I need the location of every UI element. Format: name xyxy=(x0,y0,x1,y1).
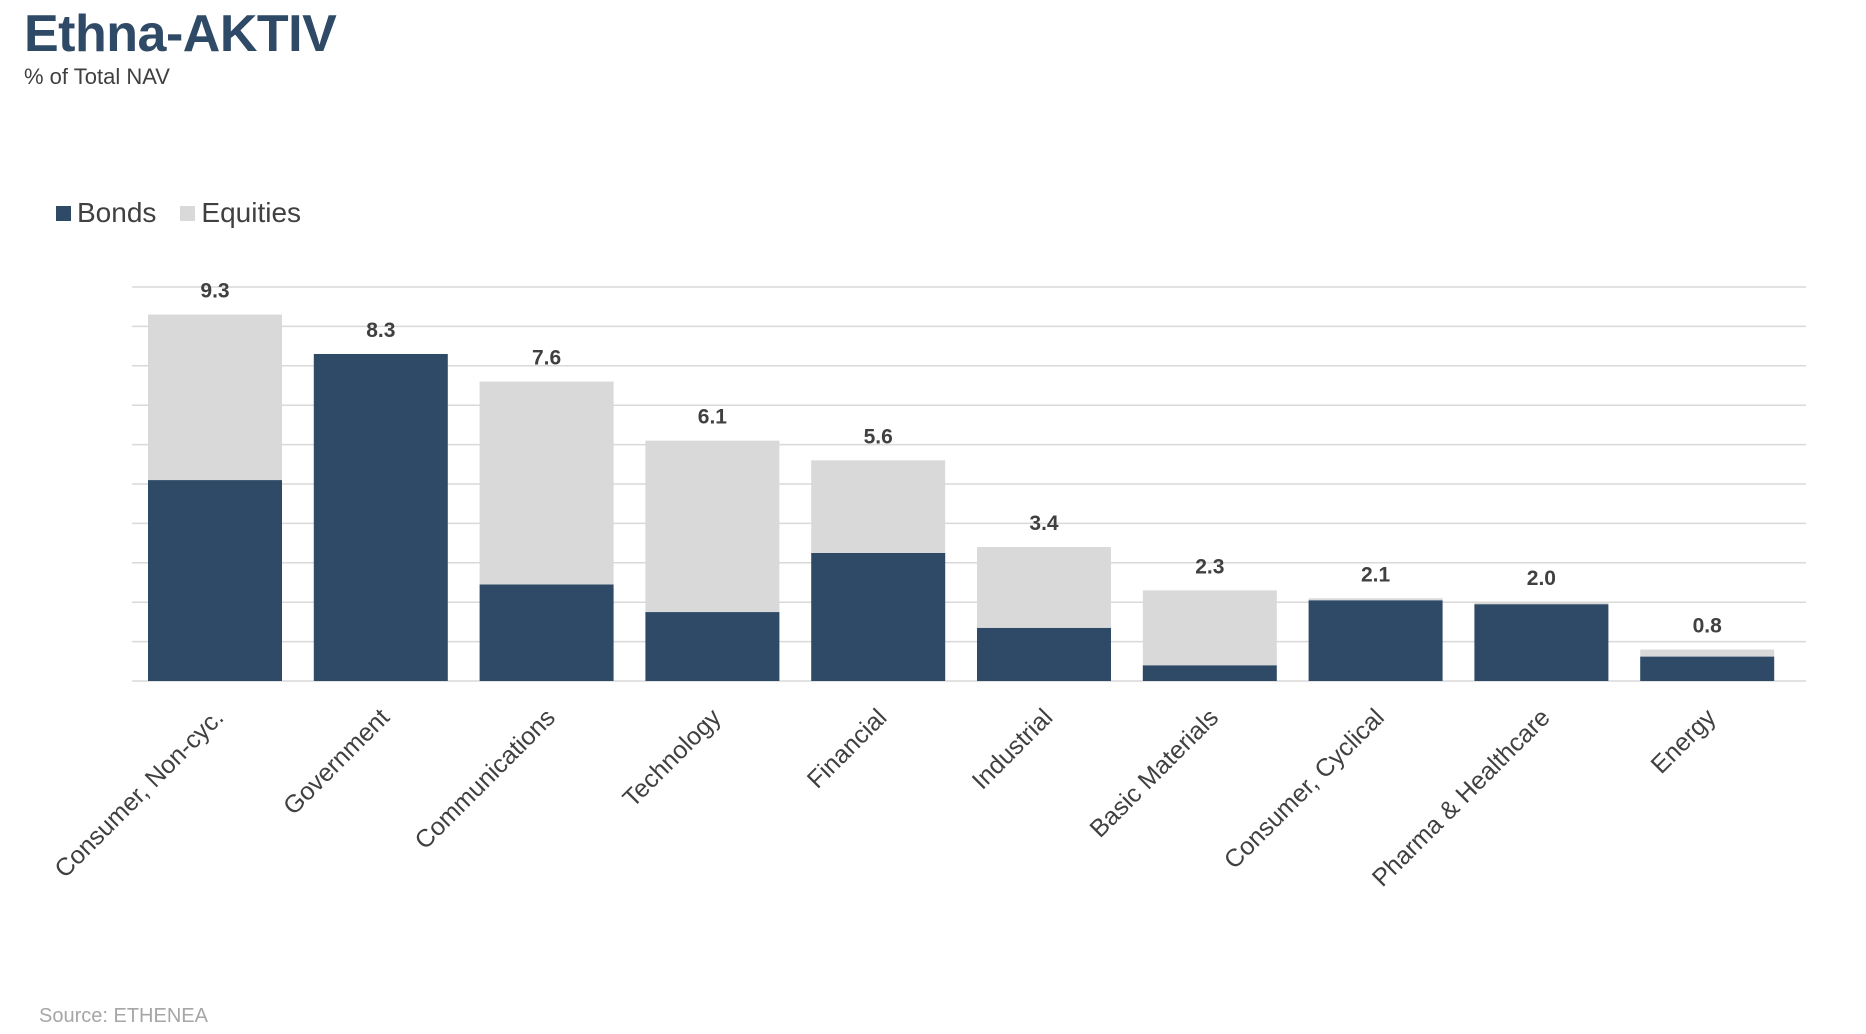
bar-bonds xyxy=(1308,600,1443,681)
category-label: Consumer, Non-cyc. xyxy=(49,703,229,883)
legend-swatch-equities xyxy=(180,205,196,221)
legend: Bonds Equities xyxy=(56,197,325,229)
category-label: Consumer, Cyclical xyxy=(1219,703,1390,874)
chart-subtitle: % of Total NAV xyxy=(24,64,170,89)
data-label: 7.6 xyxy=(532,347,561,370)
source-note: Source: ETHENEA xyxy=(39,1005,208,1027)
bar-equities xyxy=(1142,590,1277,666)
data-label: 2.3 xyxy=(1195,555,1224,578)
bar-bonds xyxy=(977,627,1111,681)
category-label: Basic Materials xyxy=(1084,703,1224,843)
legend-item-bonds: Bonds xyxy=(56,197,156,229)
legend-swatch-bonds xyxy=(56,205,71,221)
legend-item-equities: Equities xyxy=(180,197,301,229)
data-label: 0.8 xyxy=(1693,614,1723,637)
legend-label-equities: Equities xyxy=(201,197,302,228)
bar-bonds xyxy=(645,612,780,681)
bar-equities xyxy=(1308,598,1443,601)
category-label: Financial xyxy=(802,703,893,794)
data-label: 6.1 xyxy=(698,406,728,429)
bar-equities xyxy=(645,440,780,613)
category-label: Pharma & Healthcare xyxy=(1367,703,1556,892)
category-label: Government xyxy=(278,703,395,820)
bar-equities xyxy=(479,381,614,585)
bar-bonds xyxy=(313,353,448,681)
bar-bonds xyxy=(811,552,946,681)
bar-equities xyxy=(1474,602,1609,605)
bar-bonds xyxy=(1142,665,1277,681)
bar-equities xyxy=(1640,649,1775,657)
category-label: Technology xyxy=(617,703,727,813)
data-label: 2.1 xyxy=(1361,563,1391,586)
bar-bonds xyxy=(148,480,282,681)
data-label: 9.3 xyxy=(200,280,229,303)
bar-bonds xyxy=(1640,656,1775,681)
bar-equities xyxy=(977,547,1111,628)
legend-label-bonds: Bonds xyxy=(77,197,157,228)
bar-bonds xyxy=(1474,604,1609,681)
bar-bonds xyxy=(479,584,614,681)
bar-equities xyxy=(148,314,282,481)
category-label: Communications xyxy=(409,703,560,854)
category-label: Energy xyxy=(1646,703,1722,779)
data-label: 3.4 xyxy=(1029,512,1059,535)
data-label: 2.0 xyxy=(1527,567,1556,590)
bar-equities xyxy=(811,460,946,553)
data-label: 8.3 xyxy=(366,319,395,342)
chart-title: Ethna-AKTIV xyxy=(24,5,337,63)
category-label: Industrial xyxy=(967,703,1059,795)
data-label: 5.6 xyxy=(864,425,893,448)
